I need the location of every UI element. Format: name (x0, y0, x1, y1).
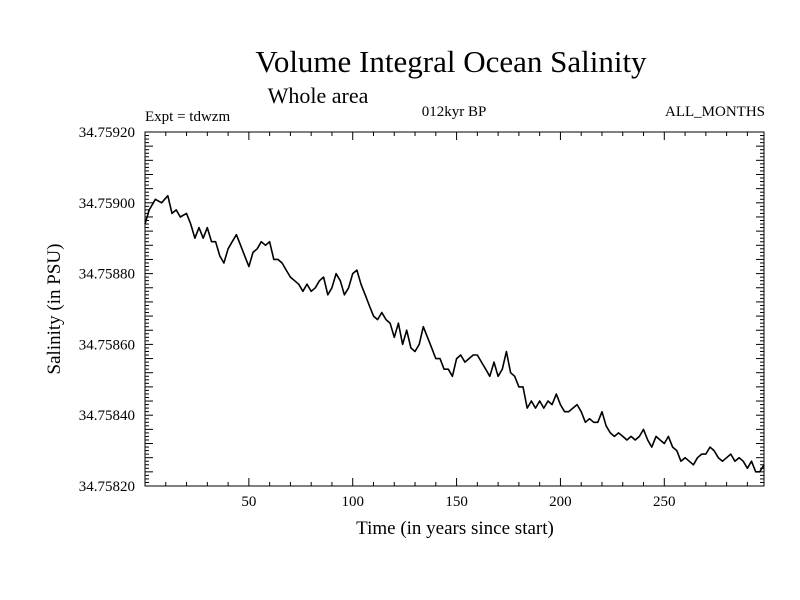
period-label: 012kyr BP (422, 104, 487, 120)
experiment-label: Expt = tdwzm (145, 109, 230, 125)
x-tick-label: 100 (341, 494, 364, 510)
y-tick-label: 34.75880 (79, 267, 135, 283)
y-tick-label: 34.75920 (79, 125, 135, 141)
y-tick-label: 34.75820 (79, 479, 135, 495)
y-tick-label: 34.75840 (79, 408, 135, 424)
plot-frame (144, 131, 765, 487)
x-axis: 50 100 150 200 250 (165, 132, 748, 510)
x-axis-label: Time (in years since start) (356, 518, 554, 539)
y-axis-label: Salinity (in PSU) (44, 244, 65, 375)
x-tick-label: 200 (549, 494, 572, 510)
salinity-series-line (144, 194, 765, 473)
chart-subtitle: Whole area (268, 83, 369, 108)
x-tick-label: 250 (653, 494, 676, 510)
y-tick-label: 34.75860 (79, 337, 135, 353)
x-tick-label: 50 (241, 494, 256, 510)
y-axis: 34.75820 34.75840 34.75860 34.75880 34.75900… (79, 125, 764, 495)
x-tick-label: 150 (445, 494, 468, 510)
months-label: ALL_MONTHS (665, 104, 765, 120)
y-tick-label: 34.75900 (79, 196, 135, 212)
chart-title: Volume Integral Ocean Salinity (255, 44, 647, 79)
